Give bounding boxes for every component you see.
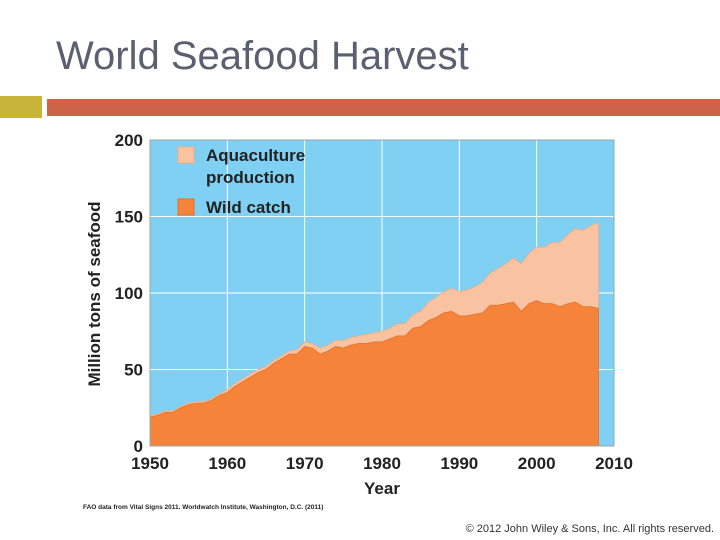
legend-swatch-wild-catch [177, 198, 195, 216]
y-axis-label: Million tons of seafood [85, 201, 104, 386]
legend-label-wild-catch: Wild catch [206, 198, 291, 217]
x-tick-label-1980: 1980 [363, 454, 401, 473]
y-tick-label-150: 150 [115, 208, 143, 227]
x-tick-label-1970: 1970 [286, 454, 324, 473]
x-tick-label-1950: 1950 [131, 454, 169, 473]
y-tick-label-0: 0 [134, 437, 143, 456]
source-note: FAO data from Vital Signs 2011. Worldwat… [83, 504, 324, 511]
copyright-notice: © 2012 John Wiley & Sons, Inc. All right… [465, 523, 714, 535]
legend-label-aquaculture-production-line2: production [206, 168, 295, 187]
x-tick-label-1960: 1960 [208, 454, 246, 473]
y-tick-label-50: 50 [124, 361, 143, 380]
plot-border [149, 139, 615, 447]
y-tick-label-200: 200 [115, 131, 143, 150]
y-tick-label-100: 100 [115, 284, 143, 303]
title-accent-bar [47, 99, 720, 116]
wild-catch-area [149, 300, 599, 447]
legend-label-aquaculture-production: Aquaculture [206, 146, 305, 165]
slide-title: World Seafood Harvest [56, 34, 469, 78]
x-axis-label: Year [364, 479, 400, 498]
x-tick-label-2000: 2000 [518, 454, 556, 473]
legend-swatch-aquaculture-production [177, 146, 195, 164]
x-tick-label-2010: 2010 [595, 454, 633, 473]
title-accent-square [0, 96, 42, 118]
x-tick-label-1990: 1990 [440, 454, 478, 473]
